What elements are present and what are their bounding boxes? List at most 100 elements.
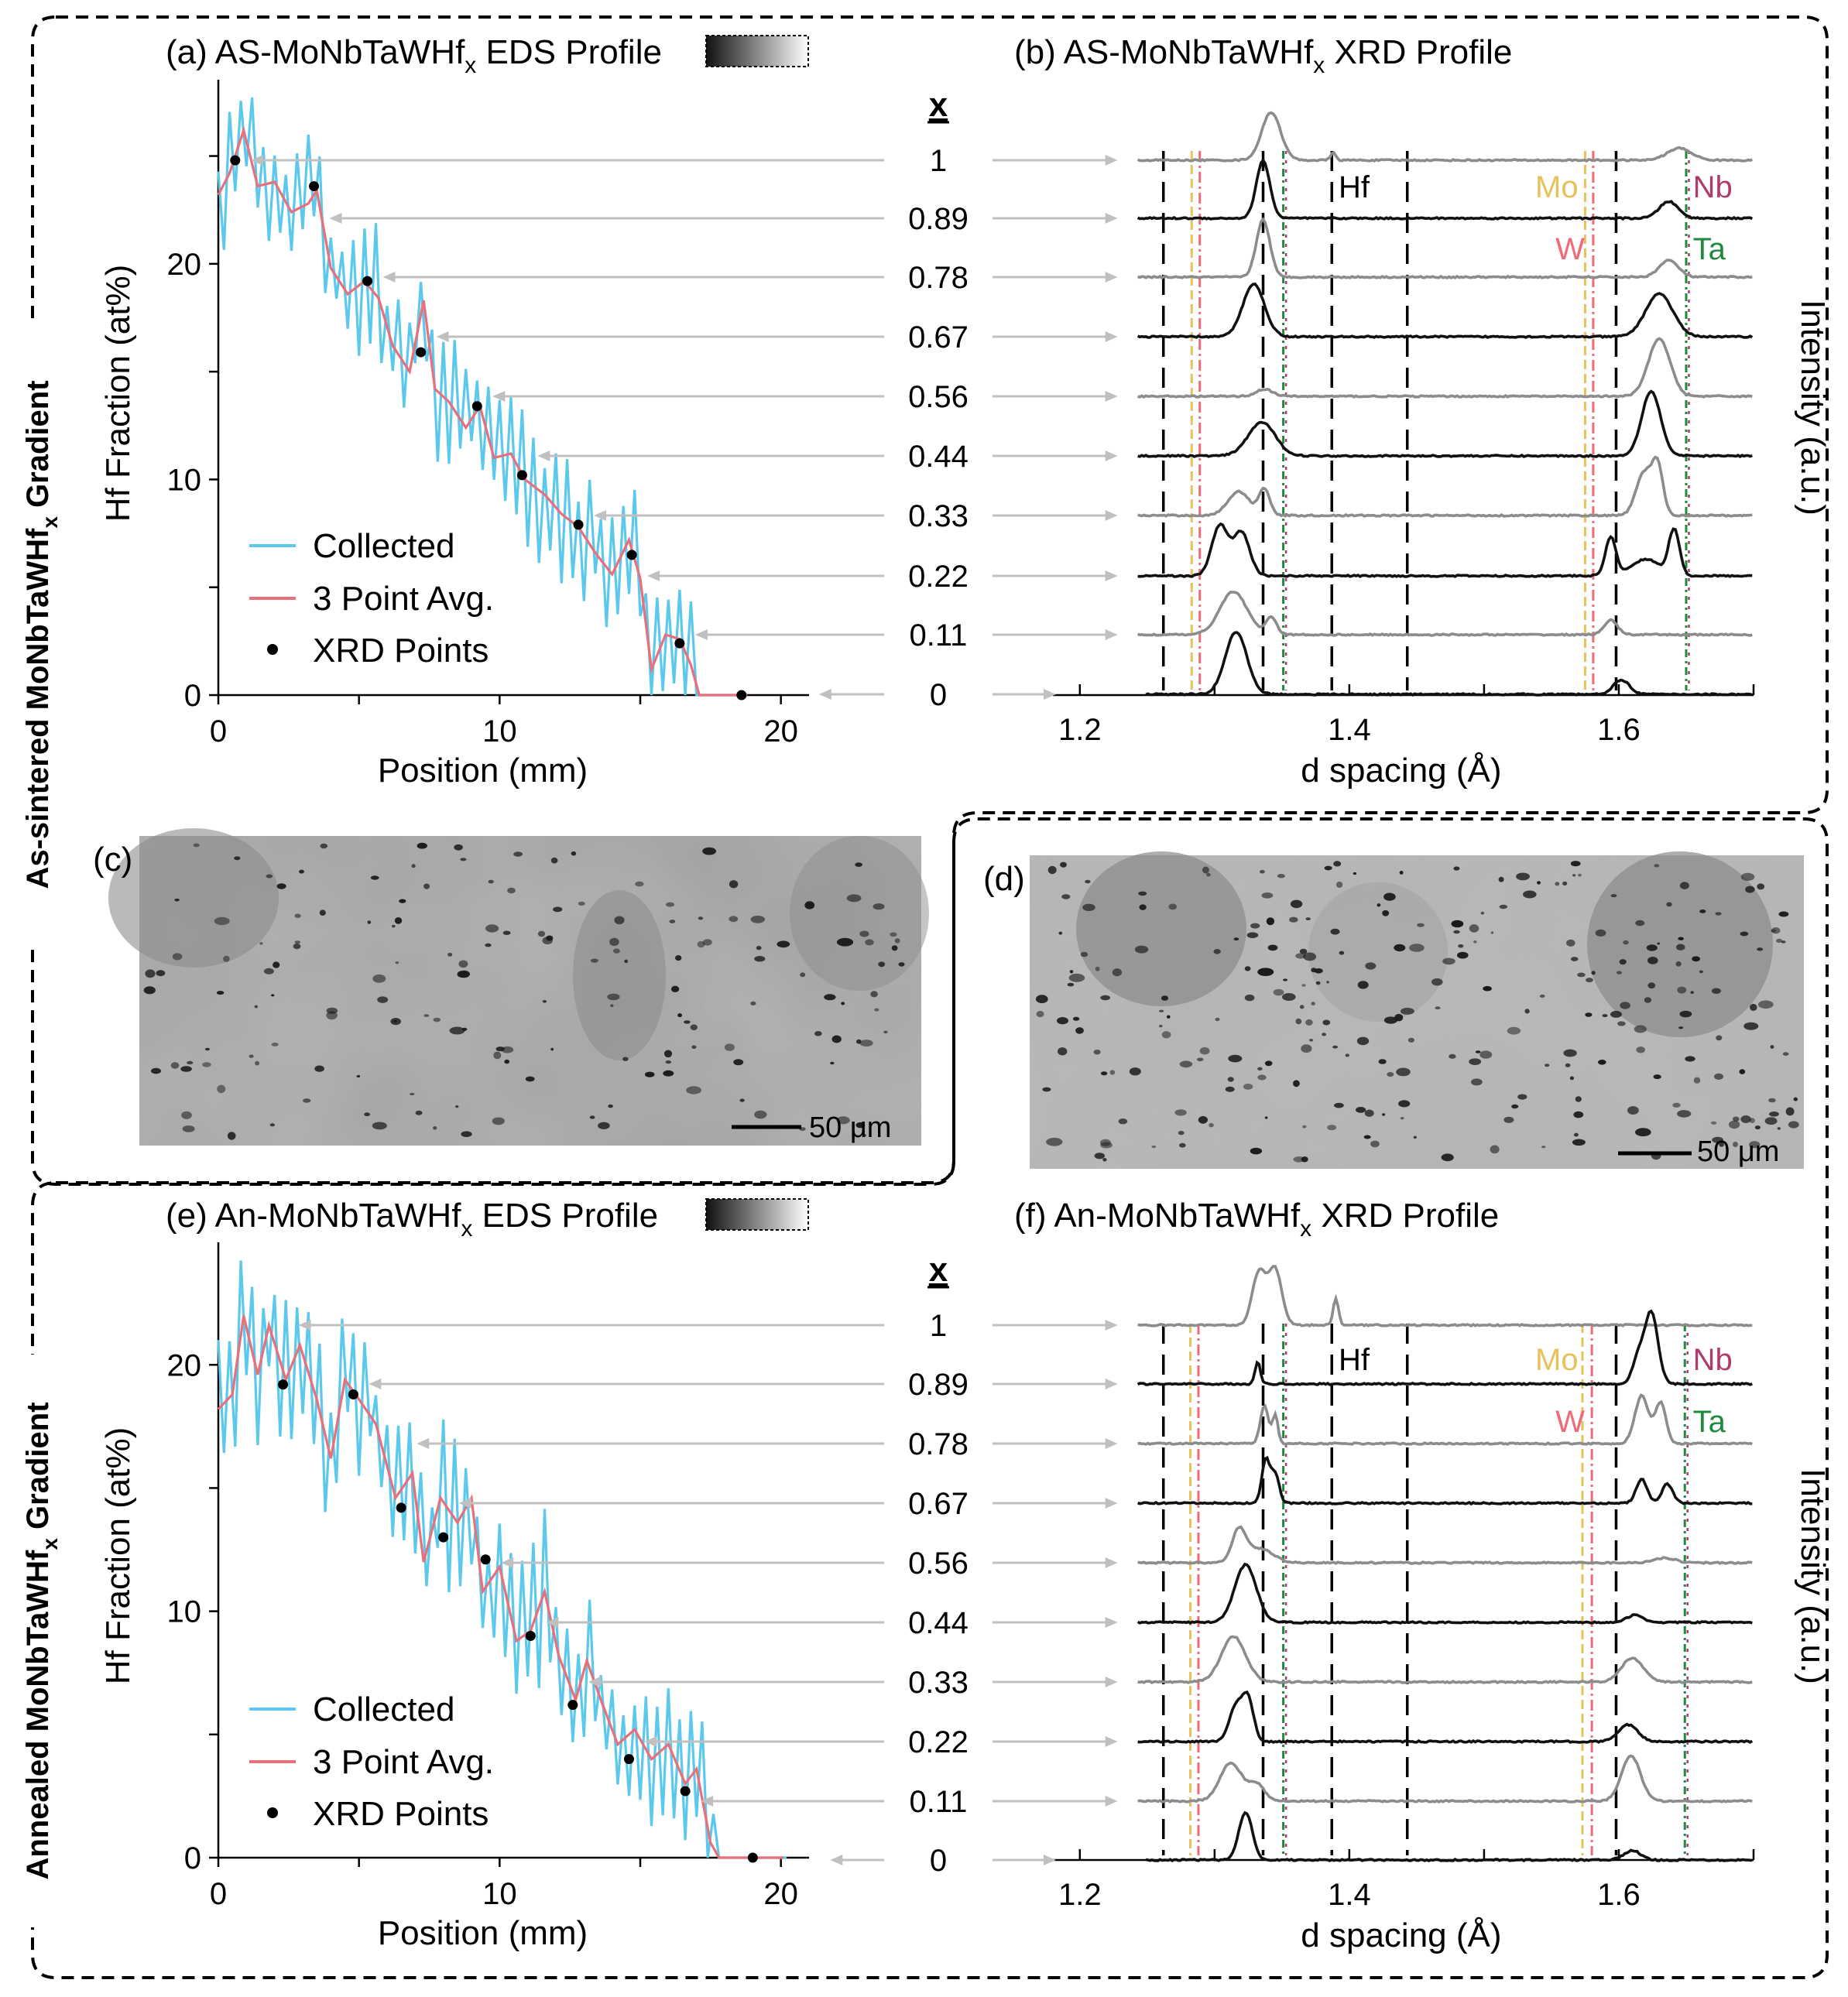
pore [259,942,263,945]
pore [1627,1106,1639,1115]
pore [1305,917,1311,920]
pore [1198,1115,1208,1124]
pore [1311,968,1317,973]
pore [1728,1120,1740,1129]
pore [255,1060,260,1066]
pore [1202,866,1209,874]
pore [1677,1110,1692,1118]
xrd-trace [1137,158,1754,221]
pore [1480,911,1485,915]
pore [1453,930,1460,934]
pore [182,1125,195,1132]
pore [1409,944,1425,952]
pore [589,1115,595,1119]
pore [1764,1117,1778,1125]
pore [423,883,430,889]
pore [1654,864,1660,868]
pore [691,1045,697,1050]
pore [411,864,416,868]
pore [1610,894,1617,898]
x-value: 0.22 [908,1725,969,1759]
pore [1080,951,1089,957]
eds-arrowhead [458,1498,471,1509]
pore [367,920,372,924]
pore [1586,978,1593,983]
eds-chart-a: (a) AS-MoNbTaWHfx EDS Profile 0 10 20 0 10 20 P… [99,33,809,790]
x-axis-label: d spacing (Å) [1301,1917,1501,1954]
chart-title-tail: EDS Profile [472,1197,658,1235]
pore [273,961,280,968]
eds-arrowhead [694,629,708,640]
pore [1293,1156,1305,1163]
x-value: 0.33 [908,499,969,533]
pore [1134,945,1149,954]
pore [1167,1015,1171,1019]
pore [859,930,869,937]
pore [855,862,862,867]
pore [1458,944,1464,948]
legend-avg: 3 Point Avg. [313,1743,494,1781]
pore [1572,874,1576,877]
label-w: W [1555,1405,1585,1439]
label-ta: Ta [1693,1405,1726,1439]
pore [645,1071,655,1077]
xrd-arrowhead [1105,1438,1118,1449]
pore [1710,1121,1717,1125]
pore [1301,1044,1312,1053]
x-value: 0.78 [908,261,969,295]
pore [1623,940,1629,945]
pore [612,948,620,954]
xrd-arrowhead [1105,213,1118,224]
pore [1733,1116,1740,1122]
pore [1196,1057,1204,1062]
pore [170,1062,180,1069]
pore [1672,1102,1681,1108]
x-value: 0.44 [908,440,969,474]
xrd-arrowhead [1105,155,1118,166]
pore [227,1132,236,1140]
pore [294,913,301,918]
y-axis-label: Intensity (a.u.) [1794,1468,1832,1684]
pore [1757,947,1764,951]
xrd-trace [1137,389,1753,459]
pore [1690,991,1694,995]
xrd-arrowhead [1105,1498,1118,1509]
eds-arrowhead [417,1438,430,1449]
pore [1745,885,1755,893]
x-tick-label: 0 [210,1877,227,1911]
pore [180,1066,192,1072]
pore [1324,865,1332,871]
pore [1334,1102,1344,1108]
pore [550,1047,554,1051]
pore [293,944,301,950]
xrd-arrowhead [1105,1796,1118,1807]
pore [1161,995,1169,1001]
pore [1453,866,1460,871]
xrd-arrowhead [1105,1379,1118,1389]
pore [1179,1142,1186,1148]
pore [1233,937,1239,941]
pore [1339,951,1345,955]
eds-arrowhead [546,1617,559,1628]
pore [1778,911,1789,917]
pore [1457,951,1469,959]
pore [1072,1016,1080,1021]
x-value: 0.11 [910,1785,968,1819]
pore [777,940,790,948]
pore [1061,894,1071,899]
pore [756,946,762,951]
panel-d-label: (d) [983,860,1025,898]
x-tick-label: 20 [763,714,798,748]
xrd-trace [1137,1393,1753,1446]
pore [1431,978,1443,986]
pore [1036,1011,1044,1018]
pore [234,856,241,861]
pore [1311,1002,1315,1005]
pore [502,930,511,935]
pore [1299,1005,1305,1009]
pore [217,1084,226,1094]
xrd-trace [1137,1635,1753,1684]
pore [624,959,629,964]
chart-title-b: (b) AS-MoNbTaWHfx XRD Profile [1014,33,1512,78]
pore [1777,1127,1781,1130]
